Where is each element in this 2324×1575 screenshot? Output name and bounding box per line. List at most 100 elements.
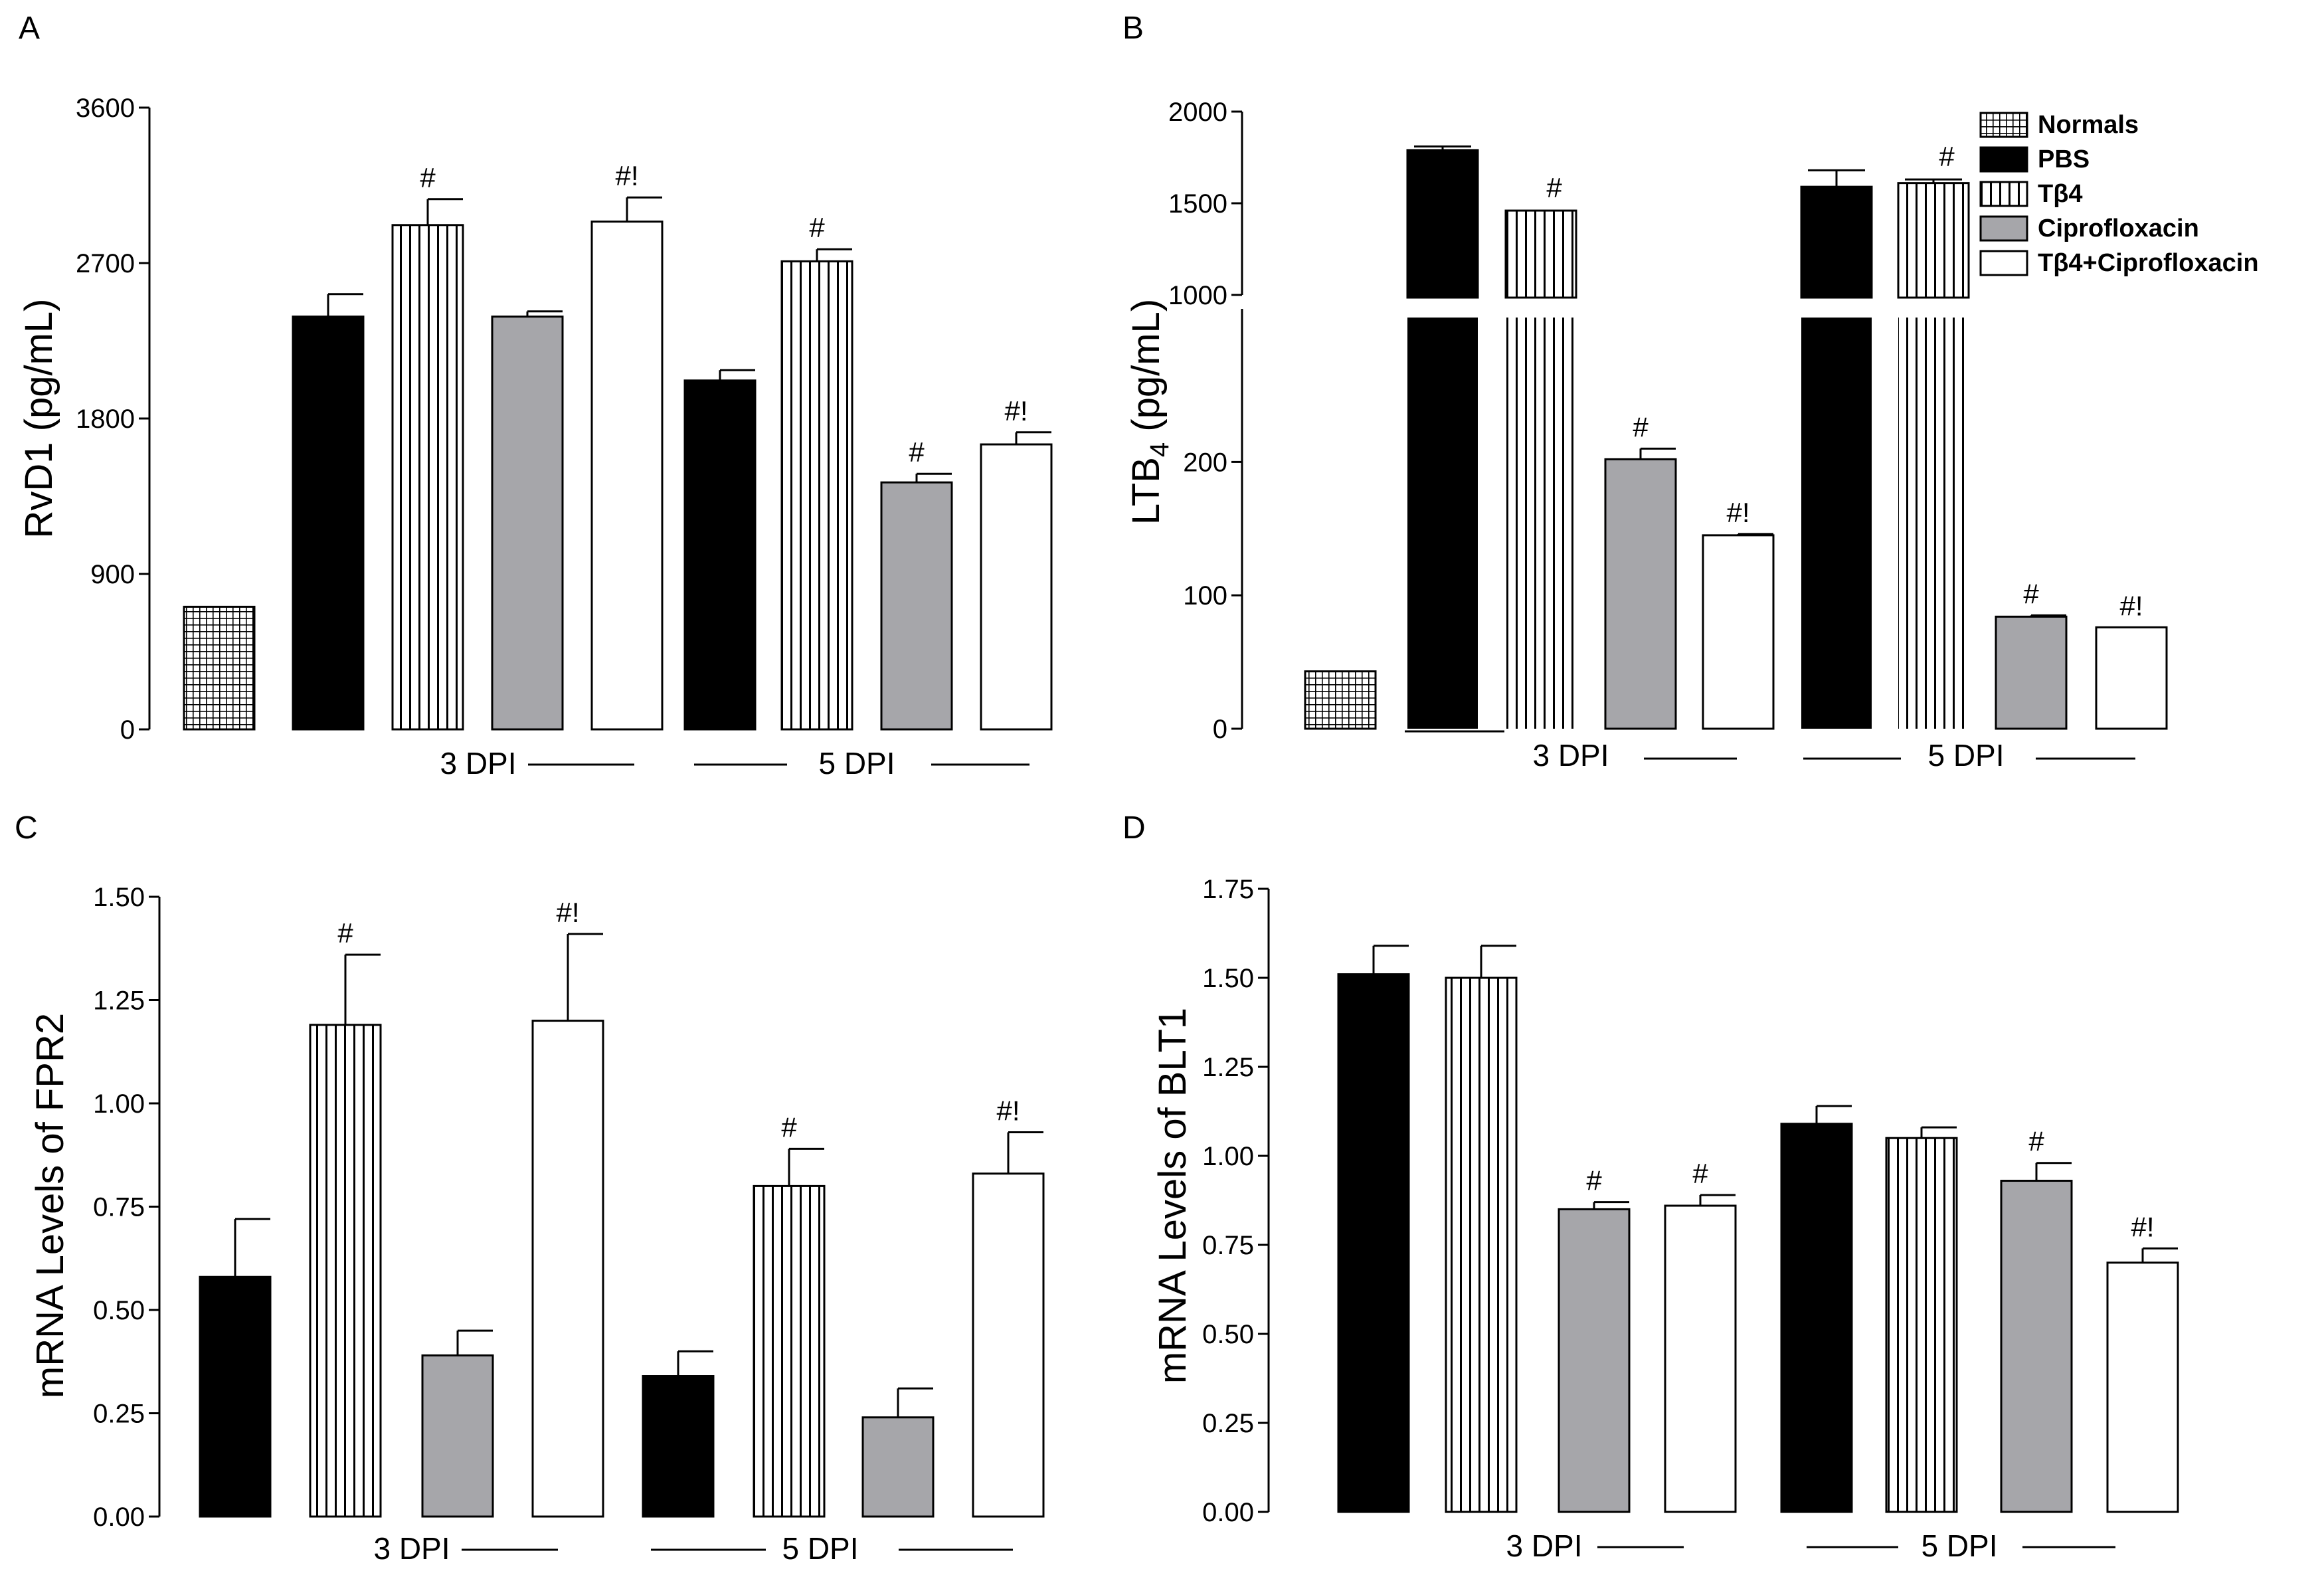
annotation-ciprofloxacin-5-dpi: # bbox=[2028, 1126, 2044, 1157]
panel-letter-c: C bbox=[15, 810, 38, 846]
y-tick-label: 1.50 bbox=[93, 883, 145, 912]
y-axis-label: mRNA Levels of FPR2 bbox=[29, 1013, 72, 1398]
y-tick-label: 0.25 bbox=[1202, 1409, 1254, 1438]
bar-pbs-3-dpi bbox=[292, 316, 365, 731]
legend-label-normals: Normals bbox=[2038, 111, 2139, 139]
bar-combo-5-dpi bbox=[2106, 1261, 2179, 1513]
bar-normals bbox=[1304, 670, 1377, 730]
legend-swatch-combo bbox=[1979, 250, 2028, 276]
annotation-ciprofloxacin-3-dpi: # bbox=[1633, 411, 1649, 442]
annotation-combo-3-dpi: # bbox=[1692, 1158, 1708, 1189]
legend-label-tb4: Tβ4 bbox=[2038, 180, 2083, 208]
panel-a-chart: 0 900 1800 2700 3600 RvD1 (pg/mL) # #! # # #! 3 DPI… bbox=[17, 94, 1053, 781]
y-tick-label: 0.50 bbox=[1202, 1320, 1254, 1349]
annotation-ciprofloxacin-3-dpi: # bbox=[1586, 1165, 1602, 1196]
bar-ciprofloxacin-5-dpi bbox=[1995, 615, 2068, 730]
bar-combo-3-dpi bbox=[590, 221, 664, 731]
annotation-tb4-5-dpi: # bbox=[809, 212, 825, 243]
bar-ciprofloxacin-5-dpi bbox=[861, 1416, 935, 1518]
annotation-tb4-5-dpi: # bbox=[781, 1111, 797, 1143]
y-tick-label: 0.50 bbox=[93, 1296, 145, 1325]
bar-tb4-3-dpi-lower bbox=[1506, 318, 1576, 729]
y-tick-label: 1500 bbox=[1168, 189, 1227, 219]
bar-normals bbox=[183, 605, 256, 731]
legend-swatch-tb4 bbox=[1979, 181, 2028, 207]
bar-pbs-3-dpi bbox=[1337, 973, 1410, 1513]
group-label-5-dpi: 5 DPI bbox=[782, 1531, 858, 1566]
bar-tb4-5-dpi bbox=[753, 1184, 826, 1518]
bar-pbs-5-dpi-lower bbox=[1801, 318, 1872, 729]
annotation-combo-3-dpi: #! bbox=[615, 160, 638, 191]
bar-tb4-3-dpi-upper bbox=[1504, 209, 1577, 299]
group-label-5-dpi: 5 DPI bbox=[1921, 1529, 1997, 1563]
annotation-tb4-5-dpi: # bbox=[1939, 141, 1955, 172]
bar-ciprofloxacin-5-dpi bbox=[2000, 1180, 2073, 1513]
bar-tb4-5-dpi bbox=[780, 260, 853, 731]
bar-ciprofloxacin-3-dpi bbox=[1604, 458, 1677, 730]
annotation-tb4-3-dpi: # bbox=[1546, 172, 1562, 203]
annotation-ciprofloxacin-5-dpi: # bbox=[2023, 578, 2039, 609]
y-tick-label: 1000 bbox=[1168, 281, 1227, 310]
legend-label-ciprofloxacin: Ciprofloxacin bbox=[2038, 215, 2199, 242]
panel-letter-b: B bbox=[1122, 11, 1144, 46]
annotation-combo-3-dpi: #! bbox=[556, 897, 579, 928]
y-tick-label: 1800 bbox=[76, 405, 135, 434]
y-tick-label: 0.00 bbox=[1202, 1498, 1254, 1527]
legend: Normals PBS Tβ4 Ciprofloxacin Tβ4+Ciprof… bbox=[1979, 111, 2259, 277]
y-tick-label: 100 bbox=[1183, 581, 1227, 610]
bar-ciprofloxacin-3-dpi bbox=[491, 316, 564, 731]
y-tick-label: 2000 bbox=[1168, 98, 1227, 127]
bar-tb4-3-dpi bbox=[309, 1024, 382, 1518]
bar-pbs-3-dpi-lower bbox=[1407, 318, 1478, 729]
y-tick-label: 1.25 bbox=[93, 986, 145, 1016]
group-label-5-dpi: 5 DPI bbox=[818, 746, 895, 781]
bar-combo-3-dpi bbox=[531, 1020, 604, 1518]
bar-ciprofloxacin-3-dpi bbox=[421, 1354, 494, 1518]
panel-letter-d: D bbox=[1122, 810, 1146, 846]
bar-ciprofloxacin-3-dpi bbox=[1558, 1208, 1631, 1513]
panel-b-chart: 0 100 200 1000 1500 2000 LTB4 (pg/mL) # # #! # # #! 3… bbox=[1124, 98, 2168, 773]
y-tick-label: 0.75 bbox=[1202, 1231, 1254, 1260]
bar-pbs-3-dpi bbox=[199, 1275, 272, 1518]
bar-tb4-5-dpi bbox=[1885, 1137, 1958, 1513]
y-tick-label: 0 bbox=[1213, 715, 1227, 744]
annotation-tb4-3-dpi: # bbox=[337, 917, 353, 949]
bar-tb4-3-dpi bbox=[391, 224, 464, 731]
y-axis-label-units: (pg/mL) bbox=[1124, 299, 1168, 442]
bar-ciprofloxacin-5-dpi bbox=[880, 481, 953, 731]
bar-combo-3-dpi bbox=[1664, 1204, 1737, 1513]
y-tick-label: 1.75 bbox=[1202, 875, 1254, 904]
y-axis-label: RvD1 (pg/mL) bbox=[17, 299, 60, 539]
bar-combo-5-dpi bbox=[980, 443, 1053, 731]
legend-label-combo: Tβ4+Ciprofloxacin bbox=[2038, 249, 2259, 277]
y-tick-label: 0.25 bbox=[93, 1400, 145, 1429]
y-tick-label: 1.50 bbox=[1202, 964, 1254, 993]
annotation-combo-5-dpi: #! bbox=[2119, 590, 2143, 621]
bar-combo-5-dpi bbox=[972, 1172, 1045, 1518]
y-axis-label-main: LTB bbox=[1124, 457, 1168, 525]
group-label-3-dpi: 3 DPI bbox=[1532, 738, 1609, 773]
annotation-combo-5-dpi: #! bbox=[2131, 1211, 2154, 1242]
bar-combo-3-dpi bbox=[1702, 534, 1775, 730]
y-tick-label: 0.75 bbox=[93, 1193, 145, 1222]
annotation-combo-5-dpi: #! bbox=[996, 1095, 1020, 1127]
panel-letter-a: A bbox=[19, 11, 40, 46]
y-axis-label-sub: 4 bbox=[1145, 442, 1174, 457]
y-tick-label: 2700 bbox=[76, 249, 135, 278]
bar-pbs-5-dpi bbox=[683, 379, 757, 731]
bar-pbs-5-dpi bbox=[1780, 1123, 1853, 1513]
group-label-3-dpi: 3 DPI bbox=[440, 746, 516, 781]
panel-d-chart: 0.00 0.25 0.50 0.75 1.00 1.25 1.50 1.75 mRNA Lev… bbox=[1151, 875, 2179, 1563]
y-tick-label: 1.00 bbox=[93, 1089, 145, 1119]
y-tick-label: 0.00 bbox=[93, 1503, 145, 1532]
legend-label-pbs: PBS bbox=[2038, 145, 2090, 173]
bar-combo-5-dpi bbox=[2095, 626, 2168, 730]
bar-tb4-5-dpi-lower bbox=[1898, 318, 1969, 729]
annotation-combo-3-dpi: #! bbox=[1726, 497, 1749, 528]
bar-pbs-5-dpi bbox=[642, 1375, 715, 1518]
bar-tb4-3-dpi bbox=[1445, 976, 1518, 1513]
legend-swatch-ciprofloxacin bbox=[1979, 215, 2028, 242]
legend-swatch-normals bbox=[1979, 112, 2028, 138]
panel-c-chart: 0.00 0.25 0.50 0.75 1.00 1.25 1.50 mRNA Levels … bbox=[29, 883, 1045, 1566]
